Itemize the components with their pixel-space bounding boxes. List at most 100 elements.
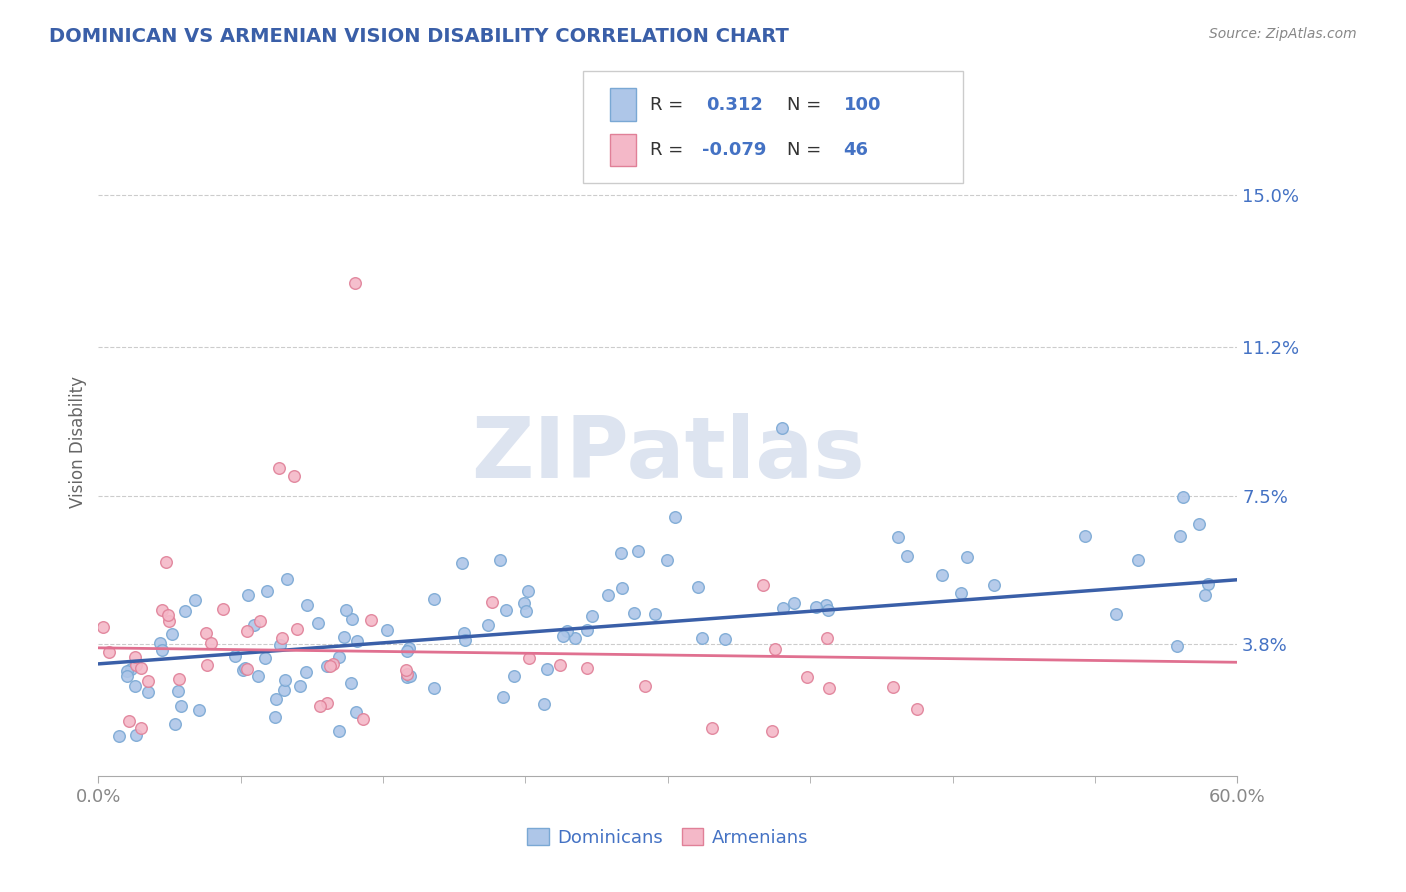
Point bbox=[596, 588, 619, 602]
Point bbox=[115, 669, 138, 683]
Point bbox=[752, 578, 775, 592]
Point bbox=[396, 644, 419, 658]
Point bbox=[297, 598, 319, 612]
Point bbox=[333, 630, 356, 644]
Point bbox=[489, 553, 512, 567]
Point bbox=[477, 618, 499, 632]
Point bbox=[346, 633, 368, 648]
Point bbox=[316, 697, 339, 711]
Point bbox=[247, 669, 270, 683]
Point bbox=[931, 568, 953, 582]
Point bbox=[117, 714, 139, 729]
Text: 46: 46 bbox=[844, 141, 869, 159]
Point bbox=[533, 697, 555, 711]
Point bbox=[395, 663, 418, 677]
Point bbox=[124, 679, 146, 693]
Point bbox=[269, 638, 291, 652]
Text: ZIPatlas: ZIPatlas bbox=[471, 413, 865, 497]
Point bbox=[815, 632, 838, 646]
Point bbox=[166, 684, 188, 698]
Point bbox=[763, 642, 786, 657]
Point bbox=[235, 662, 257, 676]
Point bbox=[553, 629, 575, 643]
Point bbox=[782, 596, 804, 610]
Point bbox=[1170, 529, 1192, 543]
Point bbox=[136, 684, 159, 698]
Point bbox=[516, 583, 538, 598]
Point bbox=[634, 680, 657, 694]
Point bbox=[610, 581, 633, 595]
Point bbox=[1166, 639, 1188, 653]
Point bbox=[772, 600, 794, 615]
Text: DOMINICAN VS ARMENIAN VISION DISABILITY CORRELATION CHART: DOMINICAN VS ARMENIAN VISION DISABILITY … bbox=[49, 27, 789, 45]
Point bbox=[536, 662, 558, 676]
Point bbox=[125, 728, 148, 742]
Point bbox=[1188, 516, 1211, 531]
Point bbox=[273, 683, 295, 698]
Point bbox=[352, 713, 374, 727]
Point bbox=[396, 666, 419, 681]
Y-axis label: Vision Disability: Vision Disability bbox=[69, 376, 87, 508]
Text: 100: 100 bbox=[844, 95, 882, 113]
Point bbox=[770, 420, 793, 434]
Point bbox=[688, 580, 710, 594]
Point bbox=[124, 649, 146, 664]
Point bbox=[157, 614, 180, 628]
Text: 0.312: 0.312 bbox=[706, 95, 762, 113]
Point bbox=[454, 632, 477, 647]
Point bbox=[550, 657, 572, 672]
Point bbox=[249, 615, 271, 629]
Point bbox=[360, 613, 382, 627]
Point bbox=[129, 661, 152, 675]
Point bbox=[328, 723, 350, 738]
Point bbox=[422, 591, 444, 606]
Point bbox=[1074, 529, 1097, 543]
Text: Source: ZipAtlas.com: Source: ZipAtlas.com bbox=[1209, 27, 1357, 41]
Point bbox=[287, 622, 309, 636]
Point bbox=[195, 658, 218, 673]
Point bbox=[1171, 490, 1194, 504]
Point bbox=[160, 626, 183, 640]
Point bbox=[796, 670, 818, 684]
Point bbox=[233, 661, 256, 675]
Point bbox=[453, 625, 475, 640]
Point bbox=[451, 556, 474, 570]
Point bbox=[814, 598, 837, 612]
Point bbox=[690, 631, 713, 645]
Point bbox=[307, 615, 329, 630]
Text: N =: N = bbox=[787, 95, 821, 113]
Point bbox=[655, 553, 678, 567]
Point bbox=[575, 623, 598, 637]
Point bbox=[183, 592, 205, 607]
Point bbox=[887, 530, 910, 544]
Point bbox=[950, 586, 973, 600]
Point bbox=[267, 460, 290, 475]
Point bbox=[882, 680, 904, 694]
Point bbox=[211, 601, 233, 615]
Point bbox=[983, 577, 1005, 591]
Point bbox=[395, 670, 418, 684]
Point bbox=[896, 549, 918, 563]
Point bbox=[294, 665, 316, 680]
Point bbox=[398, 641, 420, 656]
Point bbox=[136, 674, 159, 689]
Point bbox=[519, 650, 541, 665]
Point bbox=[644, 607, 666, 621]
Point bbox=[253, 650, 276, 665]
Point bbox=[564, 631, 586, 645]
Point bbox=[555, 624, 578, 638]
Text: R =: R = bbox=[650, 141, 683, 159]
Point bbox=[513, 596, 536, 610]
Point bbox=[283, 468, 305, 483]
Point bbox=[575, 660, 598, 674]
Point bbox=[423, 681, 446, 696]
Point bbox=[761, 724, 783, 739]
Point bbox=[232, 663, 254, 677]
Point bbox=[340, 676, 363, 690]
Point bbox=[1197, 576, 1219, 591]
Legend: Dominicans, Armenians: Dominicans, Armenians bbox=[520, 822, 815, 854]
Point bbox=[627, 543, 650, 558]
Point bbox=[256, 583, 278, 598]
Point bbox=[263, 710, 285, 724]
Point bbox=[149, 636, 172, 650]
